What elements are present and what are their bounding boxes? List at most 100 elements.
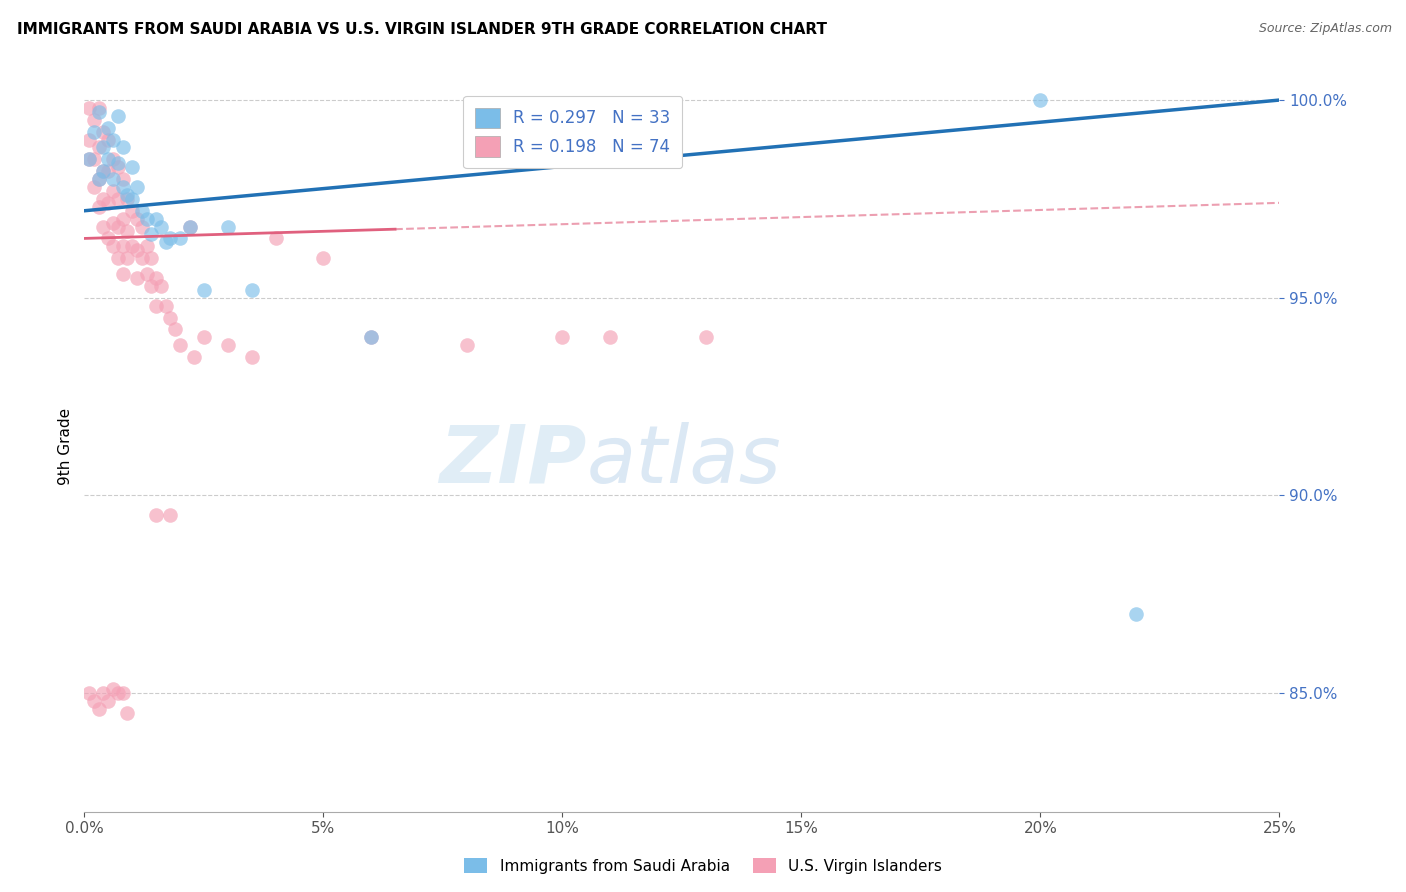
Point xyxy=(240,283,263,297)
Point xyxy=(125,244,148,258)
Point xyxy=(193,330,215,344)
Point xyxy=(121,203,143,218)
Text: atlas: atlas xyxy=(586,422,782,500)
Legend: R = 0.297   N = 33, R = 0.198   N = 74: R = 0.297 N = 33, R = 0.198 N = 74 xyxy=(463,96,682,169)
Point xyxy=(121,192,143,206)
Point xyxy=(131,251,153,265)
Point xyxy=(149,278,172,293)
Point xyxy=(117,251,139,265)
Point xyxy=(107,161,129,175)
Point xyxy=(87,702,110,716)
Point xyxy=(77,132,100,146)
Point xyxy=(107,686,129,700)
Point xyxy=(93,164,115,178)
Point xyxy=(169,231,191,245)
Point xyxy=(145,508,167,523)
Point xyxy=(97,164,120,178)
Point xyxy=(135,239,157,253)
Point xyxy=(155,299,177,313)
Point xyxy=(117,188,139,202)
Point xyxy=(179,219,201,234)
Point xyxy=(145,271,167,285)
Point xyxy=(107,109,129,123)
Point xyxy=(551,330,574,344)
Point xyxy=(217,338,239,352)
Point xyxy=(264,231,287,245)
Point xyxy=(97,231,120,245)
Point xyxy=(117,223,139,237)
Point xyxy=(117,706,139,720)
Point xyxy=(456,338,478,352)
Point xyxy=(141,278,163,293)
Point xyxy=(111,267,134,281)
Point xyxy=(107,251,129,265)
Point xyxy=(83,125,105,139)
Point xyxy=(240,350,263,364)
Point xyxy=(159,231,181,245)
Point xyxy=(107,192,129,206)
Point xyxy=(107,156,129,170)
Point xyxy=(87,200,110,214)
Point xyxy=(599,330,621,344)
Point xyxy=(101,184,124,198)
Point xyxy=(101,239,124,253)
Point xyxy=(101,216,124,230)
Point xyxy=(179,219,201,234)
Point xyxy=(159,310,181,325)
Point xyxy=(77,153,100,167)
Point xyxy=(695,330,717,344)
Point xyxy=(83,694,105,708)
Point xyxy=(121,239,143,253)
Point xyxy=(111,686,134,700)
Point xyxy=(165,322,187,336)
Point xyxy=(87,101,110,115)
Point xyxy=(159,508,181,523)
Point xyxy=(83,153,105,167)
Point xyxy=(145,211,167,226)
Point xyxy=(101,682,124,697)
Point xyxy=(93,140,115,154)
Point xyxy=(193,283,215,297)
Point xyxy=(93,125,115,139)
Point xyxy=(111,140,134,154)
Point xyxy=(101,153,124,167)
Point xyxy=(87,104,110,119)
Point xyxy=(169,338,191,352)
Point xyxy=(117,192,139,206)
Text: IMMIGRANTS FROM SAUDI ARABIA VS U.S. VIRGIN ISLANDER 9TH GRADE CORRELATION CHART: IMMIGRANTS FROM SAUDI ARABIA VS U.S. VIR… xyxy=(17,22,827,37)
Point xyxy=(360,330,382,344)
Point xyxy=(77,101,100,115)
Point xyxy=(1125,607,1147,621)
Point xyxy=(93,164,115,178)
Point xyxy=(360,330,382,344)
Point xyxy=(111,172,134,186)
Point xyxy=(1029,93,1052,107)
Point xyxy=(97,120,120,135)
Point xyxy=(111,180,134,194)
Point xyxy=(97,195,120,210)
Point xyxy=(125,271,148,285)
Point xyxy=(101,172,124,186)
Point xyxy=(107,219,129,234)
Point xyxy=(141,251,163,265)
Point xyxy=(145,299,167,313)
Point xyxy=(111,239,134,253)
Point xyxy=(93,686,115,700)
Y-axis label: 9th Grade: 9th Grade xyxy=(58,408,73,484)
Point xyxy=(87,140,110,154)
Text: ZIP: ZIP xyxy=(439,422,586,500)
Point xyxy=(131,219,153,234)
Point xyxy=(183,350,205,364)
Point xyxy=(97,153,120,167)
Point xyxy=(135,267,157,281)
Point xyxy=(87,172,110,186)
Point xyxy=(93,219,115,234)
Point xyxy=(135,211,157,226)
Point xyxy=(131,203,153,218)
Point xyxy=(125,180,148,194)
Point xyxy=(149,219,172,234)
Point xyxy=(83,112,105,127)
Point xyxy=(121,161,143,175)
Text: Source: ZipAtlas.com: Source: ZipAtlas.com xyxy=(1258,22,1392,36)
Point xyxy=(87,172,110,186)
